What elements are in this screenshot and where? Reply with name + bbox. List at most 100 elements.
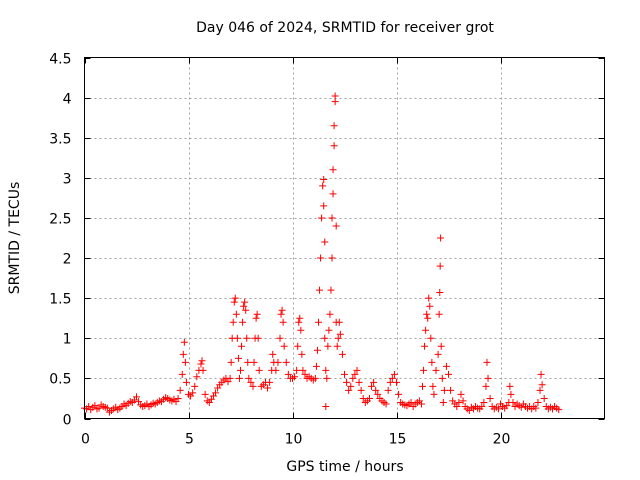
- data-point: [393, 378, 400, 386]
- data-point: [457, 390, 465, 398]
- data-point: [179, 350, 187, 358]
- data-point: [330, 122, 338, 130]
- data-point: [445, 370, 452, 378]
- data-point: [237, 366, 244, 374]
- data-point: [437, 234, 445, 242]
- data-point: [249, 382, 257, 390]
- data-point: [343, 378, 351, 386]
- data-point: [254, 334, 262, 342]
- data-point: [189, 389, 197, 397]
- data-point: [191, 382, 199, 390]
- data-point: [318, 214, 326, 222]
- data-point: [439, 398, 447, 406]
- data-point: [320, 175, 328, 183]
- data-point: [293, 366, 301, 374]
- data-point: [274, 358, 282, 366]
- data-point: [243, 334, 251, 342]
- data-point: [349, 374, 357, 382]
- data-point: [266, 378, 274, 386]
- data-point: [193, 373, 201, 381]
- data-point: [321, 334, 329, 342]
- data-point: [355, 378, 363, 386]
- data-point: [291, 373, 299, 381]
- data-point: [252, 314, 260, 322]
- data-point: [226, 374, 234, 382]
- data-point: [424, 314, 432, 322]
- data-point: [245, 374, 253, 382]
- data-point: [255, 366, 263, 374]
- data-point: [250, 358, 258, 366]
- data-point: [315, 318, 322, 326]
- data-point: [509, 398, 517, 406]
- data-point: [280, 342, 288, 350]
- data-point: [386, 378, 394, 386]
- data-point: [455, 398, 463, 406]
- data-point: [382, 400, 390, 408]
- data-point: [298, 350, 306, 358]
- data-point: [370, 378, 378, 386]
- data-point: [232, 310, 240, 318]
- data-point: [436, 262, 444, 270]
- chart-title: Day 046 of 2024, SRMTID for receiver gro…: [196, 20, 494, 36]
- data-point: [174, 394, 182, 402]
- data-point: [321, 238, 329, 246]
- data-point: [233, 334, 241, 342]
- data-point: [506, 382, 514, 390]
- data-point: [426, 302, 434, 310]
- data-point: [395, 390, 403, 398]
- x-tick-label: 20: [493, 432, 511, 448]
- y-axis-label: SRMTID / TECUs: [7, 182, 23, 295]
- data-point: [317, 254, 325, 262]
- data-point: [421, 342, 429, 350]
- data-point: [316, 286, 324, 294]
- data-point: [390, 370, 398, 378]
- data-point: [365, 394, 373, 402]
- data-point: [324, 342, 332, 350]
- data-point: [319, 182, 327, 190]
- data-point: [329, 190, 337, 198]
- data-point: [295, 318, 303, 326]
- data-point: [176, 386, 184, 394]
- y-tick-label: 0.5: [49, 372, 71, 388]
- data-point: [278, 306, 286, 314]
- data-point: [227, 358, 235, 366]
- data-point: [197, 360, 205, 368]
- data-point: [244, 358, 252, 366]
- data-point: [331, 92, 339, 100]
- data-point: [336, 330, 344, 338]
- data-point: [276, 334, 284, 342]
- y-tick-label: 2.5: [49, 212, 71, 228]
- x-tick-label: 10: [285, 432, 303, 448]
- y-tick-label: 4.5: [49, 52, 71, 68]
- data-point: [437, 342, 445, 350]
- plot-frame: [84, 57, 605, 419]
- data-point: [435, 310, 443, 318]
- data-point: [323, 374, 331, 382]
- data-point: [407, 398, 415, 406]
- data-point: [436, 289, 444, 297]
- data-point: [432, 366, 440, 374]
- data-point: [312, 362, 320, 370]
- data-point: [322, 402, 330, 410]
- data-point: [311, 374, 319, 382]
- data-point: [555, 406, 563, 414]
- data-point: [478, 402, 486, 410]
- y-tick-label: 4: [63, 92, 72, 108]
- x-tick-label: 15: [389, 432, 407, 448]
- data-point: [374, 390, 382, 398]
- x-tick-label: 5: [185, 432, 194, 448]
- data-point: [334, 334, 342, 342]
- data-points-layer: [81, 92, 563, 416]
- data-point: [447, 386, 455, 394]
- data-point: [442, 362, 450, 370]
- data-point: [277, 310, 285, 318]
- data-point: [328, 254, 336, 262]
- data-point: [201, 390, 209, 398]
- data-point: [434, 350, 442, 358]
- y-tick-label: 0: [63, 413, 72, 429]
- data-point: [341, 370, 348, 378]
- data-point: [328, 214, 336, 222]
- y-tick-label: 1.5: [49, 292, 71, 308]
